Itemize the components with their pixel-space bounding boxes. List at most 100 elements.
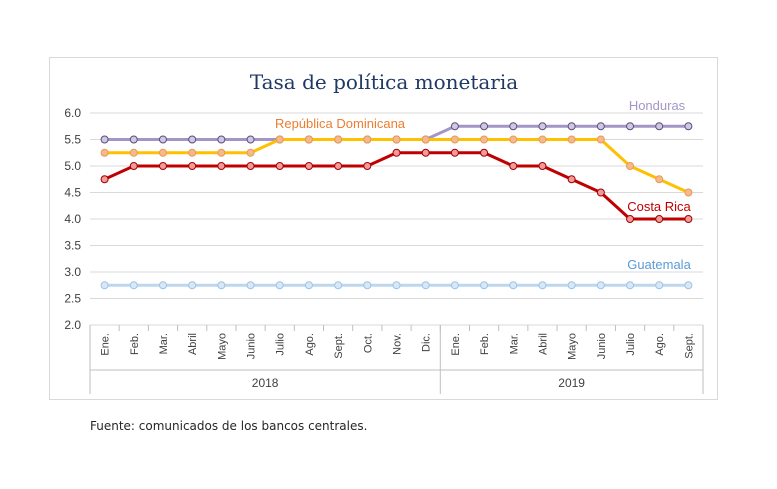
data-point [100,281,109,290]
x-tick-label: Ago. [654,333,666,356]
data-point [129,148,138,157]
series-label: Costa Rica [627,199,691,214]
data-point [363,135,372,144]
data-point [684,281,693,290]
y-tick-label: 2.5 [64,292,81,306]
x-tick-label: Dic. [421,333,433,352]
series-label: Honduras [629,98,686,113]
x-tick-label: Feb. [129,333,141,355]
data-point [626,122,635,131]
data-point [392,148,401,157]
data-point [567,281,576,290]
data-point [626,281,635,290]
series-lines [100,122,693,290]
series-label: República Dominicana [275,116,406,131]
data-point [480,281,489,290]
data-point [392,281,401,290]
data-point [334,135,343,144]
axes: 2.0 2.5 3.0 3.5 4.0 4.5 5.0 5.5 6.0 Ene. Feb. Mar. A… [64,106,704,394]
y-tick-label: 3.5 [64,239,81,253]
x-tick-label: Ene. [100,333,112,356]
x-tick-label: Ene. [450,333,462,356]
data-point [480,135,489,144]
data-point [421,148,430,157]
data-point [509,281,518,290]
data-point [217,135,226,144]
data-point [596,281,605,290]
x-tick-label: Junio [596,333,608,359]
data-point [567,135,576,144]
data-point [129,281,138,290]
series-labels: Honduras República Dominicana Costa Rica Gu… [275,98,692,272]
y-tick-label: 2.0 [64,318,81,332]
data-point [246,135,255,144]
data-point [655,175,664,184]
x-tick-label: Sept. [683,333,695,359]
chart-container: Tasa de política monetaria 2.0 2.5 3.0 3.5 4… [49,57,718,400]
data-point [509,122,518,131]
year-label: 2018 [252,376,279,390]
data-point [538,281,547,290]
data-point [100,135,109,144]
data-point [480,148,489,157]
data-point [334,281,343,290]
data-point [129,135,138,144]
data-point [246,281,255,290]
data-point [246,162,255,170]
data-point [217,162,226,170]
data-point [538,122,547,131]
data-point [188,162,197,170]
data-point [655,215,664,223]
y-tick-label: 3.0 [64,265,81,279]
data-point [158,281,167,290]
data-point [450,122,459,131]
chart-title: Tasa de política monetaria [250,70,518,94]
x-tick-label: Oct. [362,333,374,353]
y-tick-label: 4.5 [64,186,81,200]
x-tick-label: Abril [537,333,549,355]
data-point [655,122,664,131]
source-note: Fuente: comunicados de los bancos centra… [90,419,368,433]
data-point [626,162,635,170]
data-point [684,215,693,223]
data-point [275,135,284,144]
data-point [596,135,605,144]
data-point [596,188,605,197]
x-tick-label: Junio [246,333,258,359]
x-tick-label: Mar. [508,333,520,354]
data-point [421,135,430,144]
data-point [304,135,313,144]
line-chart: Tasa de política monetaria 2.0 2.5 3.0 3.5 4… [64,70,704,394]
data-point [188,135,197,144]
data-point [509,135,518,144]
data-point [217,281,226,290]
data-point [275,281,284,290]
series-label: Guatemala [627,257,691,272]
data-point [158,148,167,157]
x-tick-label: Mayo [567,333,579,360]
data-point [363,281,372,290]
data-point [246,148,255,157]
x-tick-label: Nov. [392,333,404,355]
data-point [188,148,197,157]
data-point [392,135,401,144]
x-tick-label: Julio [625,333,637,356]
x-tick-label: Julio [275,333,287,356]
data-point [567,175,576,184]
data-point [188,281,197,290]
data-point [450,135,459,144]
data-point [158,162,167,170]
data-point [626,215,635,223]
data-point [596,122,605,131]
x-tick-label: Feb. [479,333,491,355]
data-point [450,148,459,157]
grid-lines [90,112,703,326]
x-tick-label: Abril [187,333,199,355]
data-point [480,122,489,131]
data-point [684,122,693,131]
data-point [334,162,343,170]
data-point [129,162,138,170]
data-point [304,162,313,170]
data-point [217,148,226,157]
data-point [304,281,313,290]
